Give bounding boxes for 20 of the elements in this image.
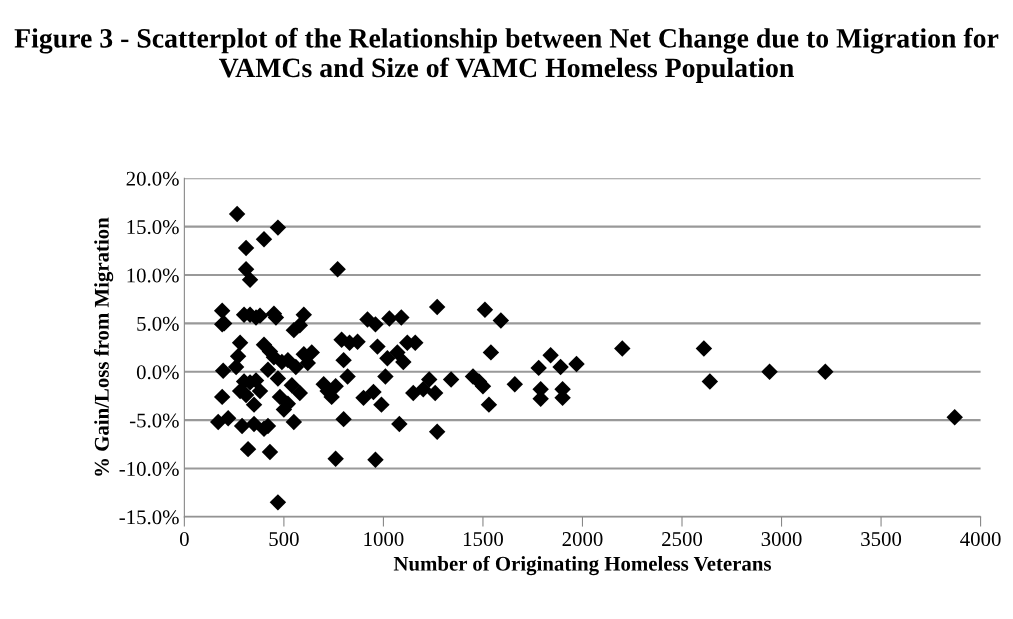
chart-title: Figure 3 - Scatterplot of the Relationship between Net Change due to Migration for VAMCs and Size of VAMC Homeless Population	[14, 27, 999, 83]
x-tick-label: 2500	[662, 532, 703, 547]
x-tick-label: 4000	[960, 532, 1001, 547]
x-tick-label: 1000	[364, 532, 404, 547]
y-tick-label: 0.0%	[136, 365, 179, 380]
y-tick-label: -15.0%	[119, 510, 179, 525]
y-axis-title: % Gain/Loss from Migration	[93, 217, 114, 476]
y-tick-label: -5.0%	[129, 413, 179, 428]
y-tick-label: 10.0%	[127, 268, 179, 283]
x-tick-label: 500	[269, 532, 299, 547]
x-tick-label: 3000	[761, 532, 802, 547]
x-tick-label: 0	[179, 532, 189, 547]
x-tick-label: 1500	[463, 532, 503, 547]
x-tick-label: 2000	[562, 532, 603, 547]
y-tick-label: 5.0%	[137, 316, 179, 331]
y-tick-label: -10.0%	[119, 461, 179, 477]
x-axis-title: Number of Originating Homeless Veterans	[393, 555, 772, 576]
x-tick-label: 3500	[861, 532, 902, 547]
y-tick-label: 15.0%	[127, 220, 179, 235]
y-tick-label: 20.0%	[126, 171, 179, 186]
